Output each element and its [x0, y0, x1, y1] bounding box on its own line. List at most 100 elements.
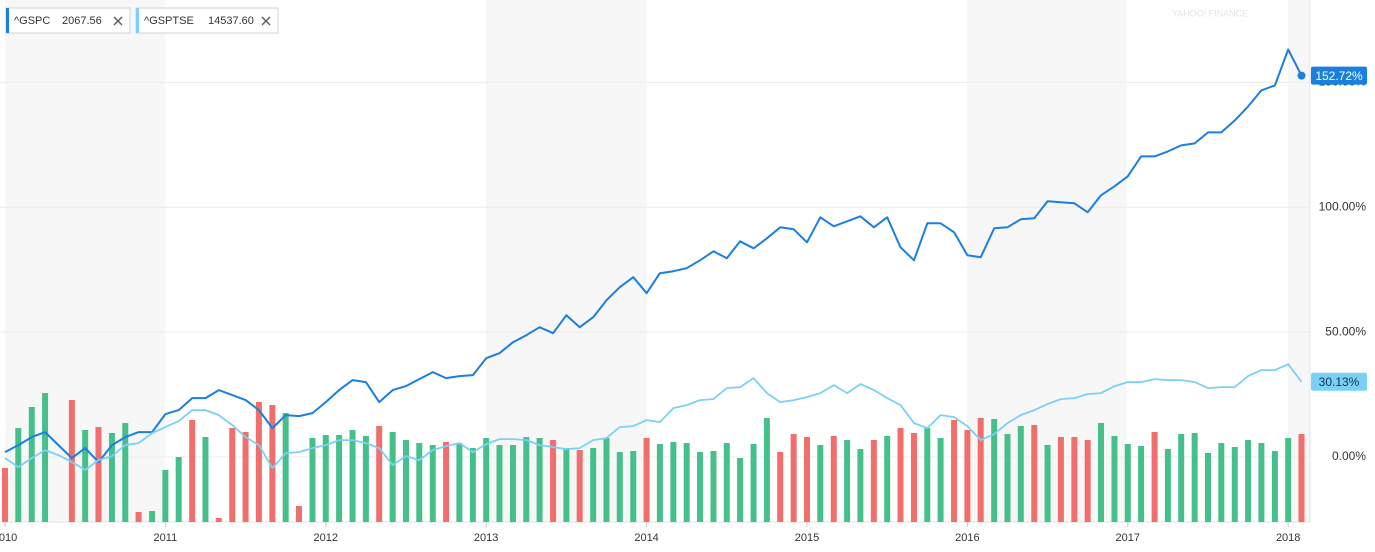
volume-bar: [1151, 432, 1158, 522]
volume-bar: [630, 451, 637, 522]
watermark: YAHOO! FINANCE: [1172, 8, 1248, 18]
volume-bar: [536, 438, 543, 522]
volume-bar: [1285, 438, 1292, 522]
volume-bar: [844, 440, 851, 522]
volume-bar: [616, 452, 623, 522]
volume-bar: [817, 445, 824, 522]
legend-name: ^GSPC: [14, 15, 50, 27]
volume-bar: [1084, 440, 1091, 522]
volume-bar: [469, 448, 476, 522]
volume-bar: [496, 445, 503, 522]
volume-bar: [910, 433, 917, 522]
volume-bar: [1245, 440, 1252, 522]
volume-bar: [202, 437, 209, 522]
volume-bar: [977, 418, 984, 522]
volume-bar: [1071, 437, 1078, 522]
volume-bar: [550, 440, 557, 522]
volume-bar: [189, 420, 196, 522]
volume-bar: [28, 407, 35, 522]
volume-bar: [937, 438, 944, 522]
volume-bar: [402, 440, 409, 522]
volume-bar: [1298, 434, 1305, 522]
volume-bar: [803, 437, 810, 522]
volume-bar: [162, 470, 169, 522]
volume-bar: [897, 428, 904, 522]
y-tick-label: 100.00%: [1319, 199, 1367, 213]
value-badge: [1311, 372, 1367, 391]
x-tick-label: 2012: [314, 532, 338, 544]
value-label: 30.13%: [1319, 375, 1360, 389]
volume-bar: [656, 444, 663, 522]
volume-bar: [1017, 426, 1024, 522]
volume-bar: [1164, 449, 1171, 522]
volume-bar: [322, 435, 329, 522]
volume-bar: [389, 432, 396, 522]
volume-bar: [924, 428, 931, 522]
volume-bar: [1231, 447, 1238, 522]
volume-bar: [122, 423, 129, 522]
volume-bar: [82, 430, 89, 522]
volume-bar: [215, 518, 222, 522]
chip-box: [5, 7, 131, 34]
value-label: 152.72%: [1315, 69, 1363, 83]
volume-bar: [1, 468, 8, 522]
volume-bar: [1138, 446, 1145, 522]
volume-bar: [1218, 443, 1225, 522]
volume-bar: [857, 449, 864, 522]
volume-bar: [523, 437, 530, 522]
close-icon[interactable]: [261, 16, 271, 26]
volume-bar: [710, 451, 717, 522]
volume-bar: [349, 430, 356, 522]
legend-quote: 2067.56: [62, 15, 102, 27]
volume-bar: [777, 452, 784, 522]
volume-bar: [1044, 445, 1051, 522]
volume-bar: [15, 428, 22, 522]
volume-bar: [309, 438, 316, 522]
volume-bar: [1204, 453, 1211, 522]
volume-bar: [576, 450, 583, 522]
volume-bar: [68, 400, 75, 522]
volume-bar: [149, 511, 156, 522]
volume-bar: [95, 427, 102, 522]
volume-bar: [1191, 433, 1198, 522]
volume-bar: [269, 405, 276, 522]
x-tick-label: 2013: [474, 532, 498, 544]
volume-bar: [229, 428, 236, 522]
volume-bar: [295, 506, 302, 522]
chip-swatch: [136, 8, 139, 33]
volume-bar: [1111, 436, 1118, 522]
volume-bar: [175, 457, 182, 522]
volume-bar: [763, 418, 770, 522]
volume-bar: [870, 440, 877, 522]
volume-bar: [737, 458, 744, 522]
volume-bar: [1097, 423, 1104, 522]
volume-bar: [416, 443, 423, 522]
volume-bar: [951, 420, 958, 522]
y-tick-label: 50.00%: [1325, 324, 1366, 338]
end-dot: [1297, 71, 1306, 80]
close-icon[interactable]: [113, 16, 123, 26]
volume-bar: [884, 436, 891, 522]
volume-bar: [1258, 443, 1265, 522]
year-band: [1288, 0, 1310, 522]
legend-quote: 14537.60: [208, 15, 254, 27]
legend-chip[interactable]: ^GSPC 2067.56: [5, 7, 131, 34]
volume-bar: [282, 413, 289, 522]
volume-bar: [509, 445, 516, 522]
volume-bar: [1057, 437, 1064, 522]
volume-bar: [242, 432, 249, 522]
year-band: [486, 0, 647, 522]
volume-bar: [1004, 434, 1011, 522]
volume-bar: [696, 452, 703, 522]
x-tick-label: 2014: [634, 532, 658, 544]
volume-bar: [336, 435, 343, 522]
volume-bar: [1178, 434, 1185, 522]
volume-bar: [429, 445, 436, 522]
y-tick-label: 0.00%: [1332, 449, 1366, 463]
volume-bar: [750, 444, 757, 522]
volume-bar: [456, 443, 463, 522]
volume-bar: [830, 436, 837, 522]
volume-bar: [362, 436, 369, 522]
volume-bar: [255, 402, 262, 522]
legend-chip[interactable]: ^GSPTSE 14537.60: [135, 7, 279, 34]
